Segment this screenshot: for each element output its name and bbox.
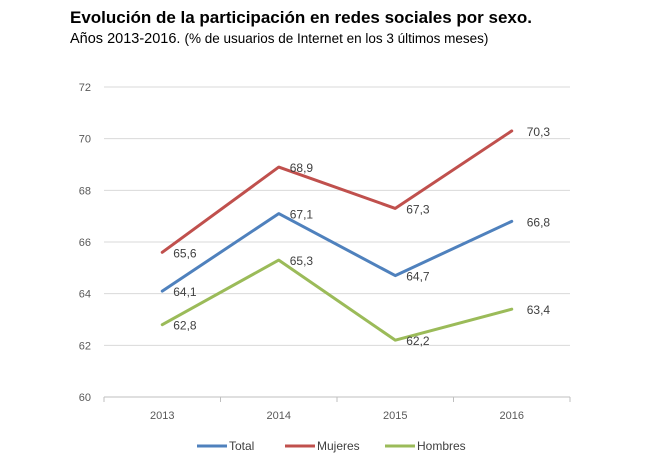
legend-label: Total <box>229 439 254 453</box>
y-tick-label: 72 <box>79 82 91 94</box>
y-tick-label: 70 <box>79 134 91 146</box>
y-tick-label: 66 <box>79 237 91 249</box>
series-line-mujeres <box>160 129 514 254</box>
chart-subtitle: Años 2013-2016. (% de usuarios de Intern… <box>70 31 488 47</box>
data-label: 62,2 <box>406 334 430 348</box>
y-tick-label: 64 <box>79 289 91 301</box>
data-label: 65,3 <box>290 254 314 268</box>
x-tick-label: 2013 <box>150 410 174 422</box>
chart-title: Evolución de la participación en redes s… <box>70 8 532 27</box>
x-tick-label: 2014 <box>267 410 291 422</box>
legend-label: Mujeres <box>317 439 360 453</box>
y-tick-label: 62 <box>79 340 91 352</box>
data-label: 65,6 <box>173 246 197 260</box>
y-tick-label: 68 <box>79 185 91 197</box>
y-tick-label: 60 <box>79 392 91 404</box>
series-line-hombres <box>160 258 514 342</box>
legend-label: Hombres <box>417 439 466 453</box>
data-label: 62,8 <box>173 319 197 333</box>
data-label: 63,4 <box>527 303 551 317</box>
data-label: 68,9 <box>290 161 314 175</box>
series-line-total <box>160 212 514 293</box>
data-label: 67,1 <box>290 208 314 222</box>
data-label: 64,1 <box>173 285 197 299</box>
data-label: 67,3 <box>406 202 430 216</box>
data-label: 70,3 <box>527 125 551 139</box>
x-tick-label: 2016 <box>500 410 524 422</box>
x-tick-label: 2015 <box>383 410 407 422</box>
data-label: 64,7 <box>406 270 430 284</box>
subtitle-note: (% de usuarios de Internet en los 3 últi… <box>184 31 489 46</box>
subtitle-years: Años 2013-2016. <box>70 31 181 47</box>
data-label: 66,8 <box>527 215 551 229</box>
